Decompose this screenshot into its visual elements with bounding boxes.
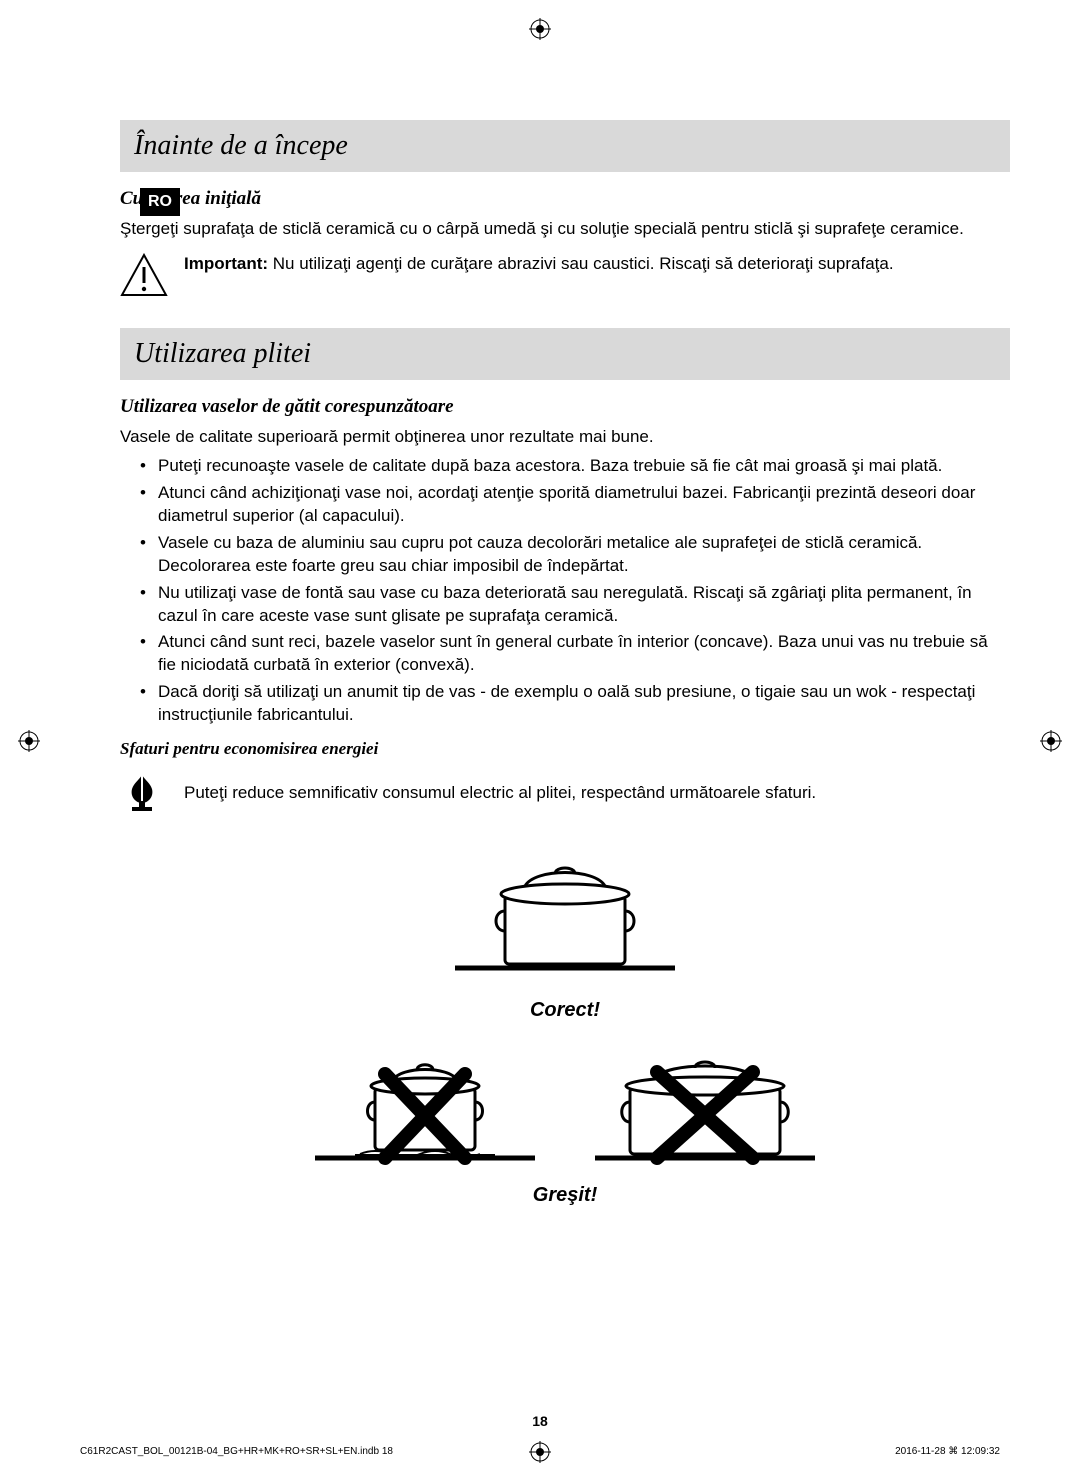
warning-icon: [120, 253, 168, 302]
wrong-diagram-row: [120, 1036, 1010, 1176]
section-heading: Utilizarea plitei: [120, 328, 1010, 380]
warning-note: Important: Nu utilizaţi agenţi de curăţa…: [120, 253, 1010, 302]
important-label: Important:: [184, 254, 268, 273]
page-number: 18: [532, 1413, 548, 1429]
list-item: Puteţi recunoaşte vasele de calitate dup…: [140, 455, 1010, 478]
content-block: Curăţarea iniţială Ştergeţi suprafaţa de…: [120, 188, 1010, 302]
correct-pot-diagram: [415, 836, 715, 986]
list-item: Dacă doriţi să utilizaţi un anumit tip d…: [140, 681, 1010, 727]
diagram-block: Corect!: [120, 836, 1010, 1207]
subheading: Utilizarea vaselor de gătit corespunzăto…: [120, 396, 1010, 418]
body-text: Ştergeţi suprafaţa de sticlă ceramică cu…: [120, 218, 1010, 241]
list-item: Vasele cu baza de aluminiu sau cupru pot…: [140, 532, 1010, 578]
bullet-list: Puteţi recunoaşte vasele de calitate dup…: [120, 455, 1010, 727]
list-item: Atunci când achiziţionaţi vase noi, acor…: [140, 482, 1010, 528]
correct-label: Corect!: [120, 999, 1010, 1022]
eco-tip-text: Puteţi reduce semnificativ consumul elec…: [184, 782, 816, 805]
eco-icon: [120, 769, 168, 818]
list-item: Nu utilizaţi vase de fontă sau vase cu b…: [140, 582, 1010, 628]
list-item: Atunci când sunt reci, bazele vaselor su…: [140, 631, 1010, 677]
language-tag: RO: [140, 188, 180, 216]
eco-tip-row: Puteţi reduce semnificativ consumul elec…: [120, 769, 1010, 818]
important-text: Nu utilizaţi agenţi de curăţare abrazivi…: [268, 254, 894, 273]
subheading: Curăţarea iniţială: [120, 188, 1010, 210]
content-block: Utilizarea vaselor de gătit corespunzăto…: [120, 396, 1010, 1207]
footer-filename: C61R2CAST_BOL_00121B-04_BG+HR+MK+RO+SR+S…: [80, 1446, 393, 1457]
wrong-label: Greşit!: [120, 1184, 1010, 1207]
wrong-pot-diagram: [585, 1036, 825, 1176]
section-heading: Înainte de a începe: [120, 120, 1010, 172]
wrong-pot-diagram: [305, 1036, 545, 1176]
footer-timestamp: 2016-11-28 ⌘ 12:09:32: [895, 1446, 1000, 1457]
warning-text: Important: Nu utilizaţi agenţi de curăţa…: [184, 253, 894, 276]
sub-subheading: Sfaturi pentru economisirea energiei: [120, 739, 1010, 759]
page-container: Înainte de a începe RO Curăţarea iniţial…: [0, 0, 1080, 1481]
body-text: Vasele de calitate superioară permit obţ…: [120, 426, 1010, 449]
